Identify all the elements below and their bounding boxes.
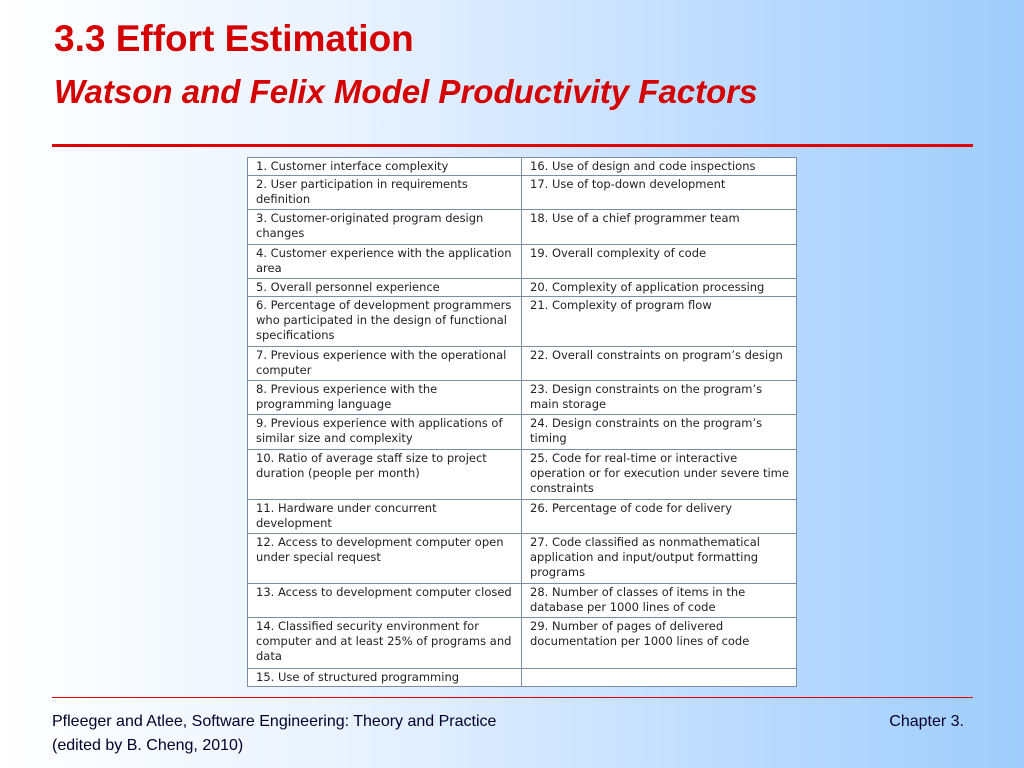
factor-cell-left: 15. Use of structured programming: [247, 667, 522, 688]
footer-citation: Pfleeger and Atlee, Software Engineering…: [52, 710, 496, 758]
factor-cell-right: 20. Complexity of application processing: [521, 277, 797, 297]
productivity-factors-table-body: 1. Customer interface complexity 16. Use …: [247, 156, 797, 688]
factor-cell-left: 1. Customer interface complexity: [247, 156, 522, 177]
table-row: 2. User participation in requirements de…: [247, 175, 797, 211]
factor-cell-left: 9. Previous experience with applications…: [247, 414, 522, 450]
factor-cell-right: 22. Overall constraints on program’s des…: [521, 346, 797, 382]
factor-cell-left: 13. Access to development computer close…: [247, 583, 522, 619]
table-row: 3. Customer-originated program design ch…: [247, 209, 797, 245]
factor-cell-right: [521, 667, 797, 688]
factor-cell-right: 18. Use of a chief programmer team: [521, 209, 797, 245]
factor-cell-left: 10. Ratio of average staff size to proje…: [247, 448, 522, 500]
factor-cell-left: 12. Access to development computer open …: [247, 533, 522, 585]
factor-cell-left: 11. Hardware under concurrent developmen…: [247, 498, 522, 535]
table-row: 11. Hardware under concurrent developmen…: [247, 498, 797, 535]
table-row: 9. Previous experience with applications…: [247, 414, 797, 450]
productivity-factors-table-container: 1. Customer interface complexity 16. Use …: [247, 156, 797, 688]
table-row: 15. Use of structured programming: [247, 667, 797, 688]
table-row: 14. Classified security environment for …: [247, 617, 797, 669]
table-row: 12. Access to development computer open …: [247, 533, 797, 585]
factor-cell-right: 23. Design constraints on the program’s …: [521, 380, 797, 416]
table-row: 5. Overall personnel experience 20. Compl…: [247, 277, 797, 297]
slide-title: 3.3 Effort Estimation: [54, 18, 414, 59]
table-row: 1. Customer interface complexity 16. Use …: [247, 156, 797, 177]
footer-citation-line2: (edited by B. Cheng, 2010): [52, 737, 244, 754]
table-row: 8. Previous experience with the programm…: [247, 380, 797, 416]
table-row: 13. Access to development computer close…: [247, 583, 797, 619]
title-divider: [52, 144, 973, 147]
factor-cell-right: 24. Design constraints on the program’s …: [521, 414, 797, 450]
factor-cell-left: 3. Customer-originated program design ch…: [247, 209, 522, 245]
factor-cell-right: 17. Use of top-down development: [521, 175, 797, 211]
factor-cell-left: 8. Previous experience with the programm…: [247, 380, 522, 416]
factor-cell-right: 27. Code classified as nonmathematical a…: [521, 533, 797, 585]
factor-cell-right: 26. Percentage of code for delivery: [521, 498, 797, 535]
factor-cell-left: 5. Overall personnel experience: [247, 277, 522, 297]
factor-cell-left: 6. Percentage of development programmers…: [247, 295, 522, 348]
table-row: 6. Percentage of development programmers…: [247, 295, 797, 348]
factor-cell-right: 16. Use of design and code inspections: [521, 156, 797, 177]
factor-cell-right: 19. Overall complexity of code: [521, 243, 797, 279]
productivity-factors-table: 1. Customer interface complexity 16. Use …: [247, 156, 797, 688]
slide-subtitle: Watson and Felix Model Productivity Fact…: [54, 73, 758, 110]
footer-chapter: Chapter 3.: [889, 713, 964, 730]
factor-cell-right: 25. Code for real-time or interactive op…: [521, 448, 797, 500]
footer-citation-line1: Pfleeger and Atlee, Software Engineering…: [52, 713, 497, 730]
factor-cell-right: 29. Number of pages of delivered documen…: [521, 617, 797, 669]
table-row: 4. Customer experience with the applicat…: [247, 243, 797, 279]
factor-cell-left: 14. Classified security environment for …: [247, 617, 522, 669]
table-row: 7. Previous experience with the operatio…: [247, 346, 797, 382]
table-row: 10. Ratio of average staff size to proje…: [247, 448, 797, 500]
footer-divider: [52, 697, 973, 698]
factor-cell-right: 28. Number of classes of items in the da…: [521, 583, 797, 619]
factor-cell-right: 21. Complexity of program flow: [521, 295, 797, 348]
factor-cell-left: 2. User participation in requirements de…: [247, 175, 522, 211]
factor-cell-left: 4. Customer experience with the applicat…: [247, 243, 522, 279]
factor-cell-left: 7. Previous experience with the operatio…: [247, 346, 522, 382]
